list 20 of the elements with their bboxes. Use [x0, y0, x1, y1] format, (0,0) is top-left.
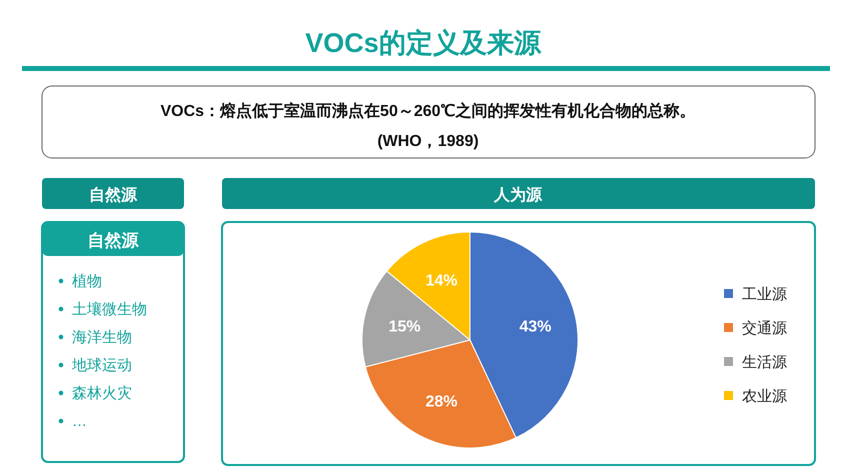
text: (WHO，1989) — [377, 133, 479, 150]
legend-label: 农业源 — [742, 388, 787, 405]
text: 森林火灾 — [72, 385, 132, 402]
data-label: 28% — [425, 394, 458, 411]
data-label: 15% — [388, 318, 421, 336]
chart-title: 人为源 — [493, 186, 543, 204]
text: 植物 — [72, 273, 102, 290]
text: 土壤微生物 — [72, 301, 147, 318]
data-label: 43% — [519, 318, 552, 336]
data-label: 14% — [425, 272, 458, 290]
legend-label: 交通源 — [742, 320, 787, 337]
text: VOCs的定义及来源 — [305, 28, 542, 58]
text: 海洋生物 — [72, 329, 132, 346]
text: 地球运动 — [71, 357, 132, 374]
text: … — [72, 413, 87, 430]
legend-label: 生活源 — [742, 354, 787, 371]
text: VOCs：熔点低于室温而沸点在50～260℃之间的挥发性有机化合物的总称。 — [160, 101, 696, 120]
text: 自然源 — [88, 231, 140, 250]
legend-label: 工业源 — [742, 286, 787, 303]
text: 自然源 — [89, 186, 138, 204]
